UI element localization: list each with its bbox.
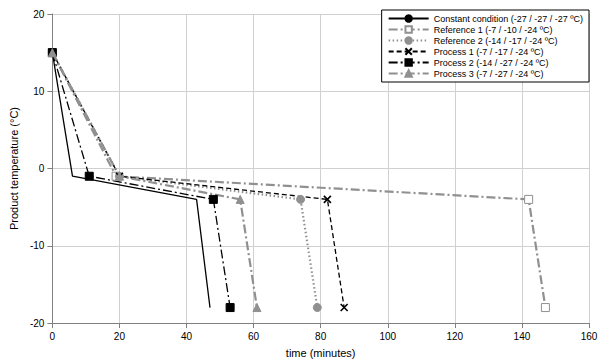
svg-text:Process 2 (-14 / -27 / -24 ºC): Process 2 (-14 / -27 / -24 ºC) <box>434 58 549 68</box>
svg-text:0: 0 <box>50 331 56 342</box>
svg-text:Constant condition (-27 / -27: Constant condition (-27 / -27 / -27 ºC) <box>434 14 583 24</box>
svg-text:time (minutes): time (minutes) <box>286 347 356 359</box>
svg-text:140: 140 <box>514 331 531 342</box>
svg-text:-20: -20 <box>30 318 45 329</box>
svg-text:Reference 2 (-14 / -17 / -24 º: Reference 2 (-14 / -17 / -24 ºC) <box>434 36 558 46</box>
svg-text:40: 40 <box>181 331 193 342</box>
svg-text:0: 0 <box>39 163 45 174</box>
svg-text:100: 100 <box>379 331 396 342</box>
svg-text:Product temperature (°C): Product temperature (°C) <box>8 107 20 230</box>
svg-text:80: 80 <box>315 331 327 342</box>
svg-text:160: 160 <box>581 331 598 342</box>
svg-text:20: 20 <box>114 331 126 342</box>
svg-text:Reference 1 (-7 / -10 / -24 ºC: Reference 1 (-7 / -10 / -24 ºC) <box>434 25 553 35</box>
svg-text:-10: -10 <box>30 240 45 251</box>
svg-text:120: 120 <box>446 331 463 342</box>
svg-text:Process 1 (-7 / -17 / -24 ºC): Process 1 (-7 / -17 / -24 ºC) <box>434 47 544 57</box>
svg-text:Process 3 (-7 / -27 / -24 ºC): Process 3 (-7 / -27 / -24 ºC) <box>434 69 544 79</box>
svg-text:60: 60 <box>248 331 260 342</box>
svg-text:10: 10 <box>33 86 45 97</box>
svg-text:20: 20 <box>33 9 45 20</box>
